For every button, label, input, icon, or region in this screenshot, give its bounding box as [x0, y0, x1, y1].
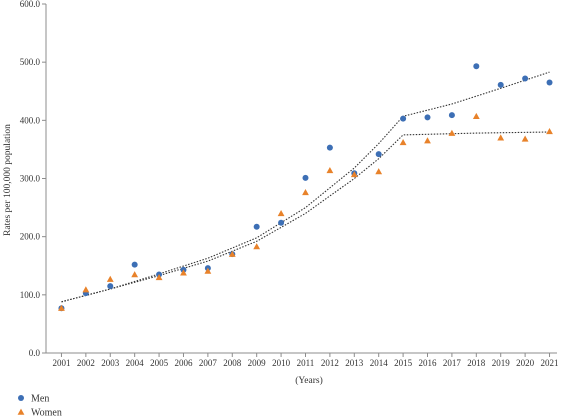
legend-label-women: Women: [31, 408, 62, 417]
legend-marker-men: [18, 395, 24, 401]
x-tick-label: 2009: [248, 358, 267, 368]
x-tick-label: 2002: [77, 358, 95, 368]
x-tick-label: 2019: [492, 358, 511, 368]
x-axis-title: (Years): [295, 375, 323, 386]
y-tick-label: 0.0: [29, 348, 41, 358]
point-men: [497, 81, 504, 88]
point-women: [546, 127, 553, 135]
point-women: [302, 189, 309, 196]
point-men: [302, 174, 309, 181]
x-tick-label: 2010: [272, 358, 291, 368]
legend-marker-women: [17, 408, 25, 415]
point-women: [424, 137, 431, 144]
point-women: [106, 275, 114, 282]
point-women: [82, 286, 90, 293]
point-men: [400, 115, 407, 122]
point-men: [546, 79, 553, 86]
point-women: [228, 250, 236, 257]
legend: Men Women: [17, 394, 62, 417]
x-tick-label: 2020: [516, 358, 535, 368]
point-men: [424, 114, 431, 121]
point-women: [277, 210, 285, 217]
point-men: [473, 63, 480, 70]
point-women: [155, 273, 163, 281]
y-tick-label: 600.0: [20, 0, 41, 9]
y-tick-label: 400.0: [20, 115, 41, 125]
x-tick-label: 2013: [345, 358, 364, 368]
x-tick-label: 2018: [467, 358, 486, 368]
x-tick-label: 2016: [419, 358, 438, 368]
point-women: [497, 134, 505, 141]
x-tick-label: 2015: [394, 358, 413, 368]
point-men: [253, 223, 260, 230]
point-men: [448, 112, 455, 119]
point-men: [278, 219, 285, 226]
point-women: [58, 304, 65, 311]
y-axis-title: Rates per 100,000 population: [3, 124, 13, 236]
x-tick-label: 2003: [101, 358, 120, 368]
x-tick-label: 2014: [370, 358, 389, 368]
x-tick-label: 2011: [297, 358, 315, 368]
point-men: [107, 283, 114, 290]
y-tick-label: 200.0: [20, 232, 41, 242]
x-tick-label: 2005: [150, 358, 169, 368]
y-tick-label: 500.0: [20, 57, 41, 67]
point-women: [521, 135, 529, 142]
point-women: [253, 243, 261, 250]
x-tick-label: 2004: [126, 358, 145, 368]
point-women: [180, 269, 187, 276]
point-women: [131, 271, 139, 278]
axes: 0.0 100.0 200.0 300.0 400.0 500.0 600.0 2001 200…: [20, 0, 559, 368]
point-men: [131, 261, 138, 268]
point-women: [326, 166, 334, 174]
data-points: [58, 63, 553, 312]
point-women: [375, 168, 383, 175]
x-tick-label: 2012: [321, 358, 339, 368]
x-tick-label: 2021: [541, 358, 559, 368]
point-women: [399, 139, 407, 146]
point-women: [350, 171, 358, 178]
point-women: [448, 129, 456, 136]
x-tick-label: 2007: [199, 358, 218, 368]
y-tick-label: 300.0: [20, 174, 41, 184]
x-tick-label: 2008: [223, 358, 242, 368]
x-tick-label: 2017: [443, 358, 462, 368]
trend-line-men: [61, 71, 550, 303]
point-men: [326, 144, 333, 151]
trend-line-women: [61, 131, 550, 303]
point-men: [375, 151, 382, 158]
x-tick-label: 2001: [52, 358, 70, 368]
point-men: [522, 75, 529, 82]
y-tick-label: 100.0: [20, 290, 41, 300]
legend-label-men: Men: [31, 394, 49, 405]
point-women: [472, 112, 480, 119]
point-women: [204, 267, 212, 274]
trend-lines: [61, 71, 550, 303]
x-tick-label: 2006: [174, 358, 193, 368]
